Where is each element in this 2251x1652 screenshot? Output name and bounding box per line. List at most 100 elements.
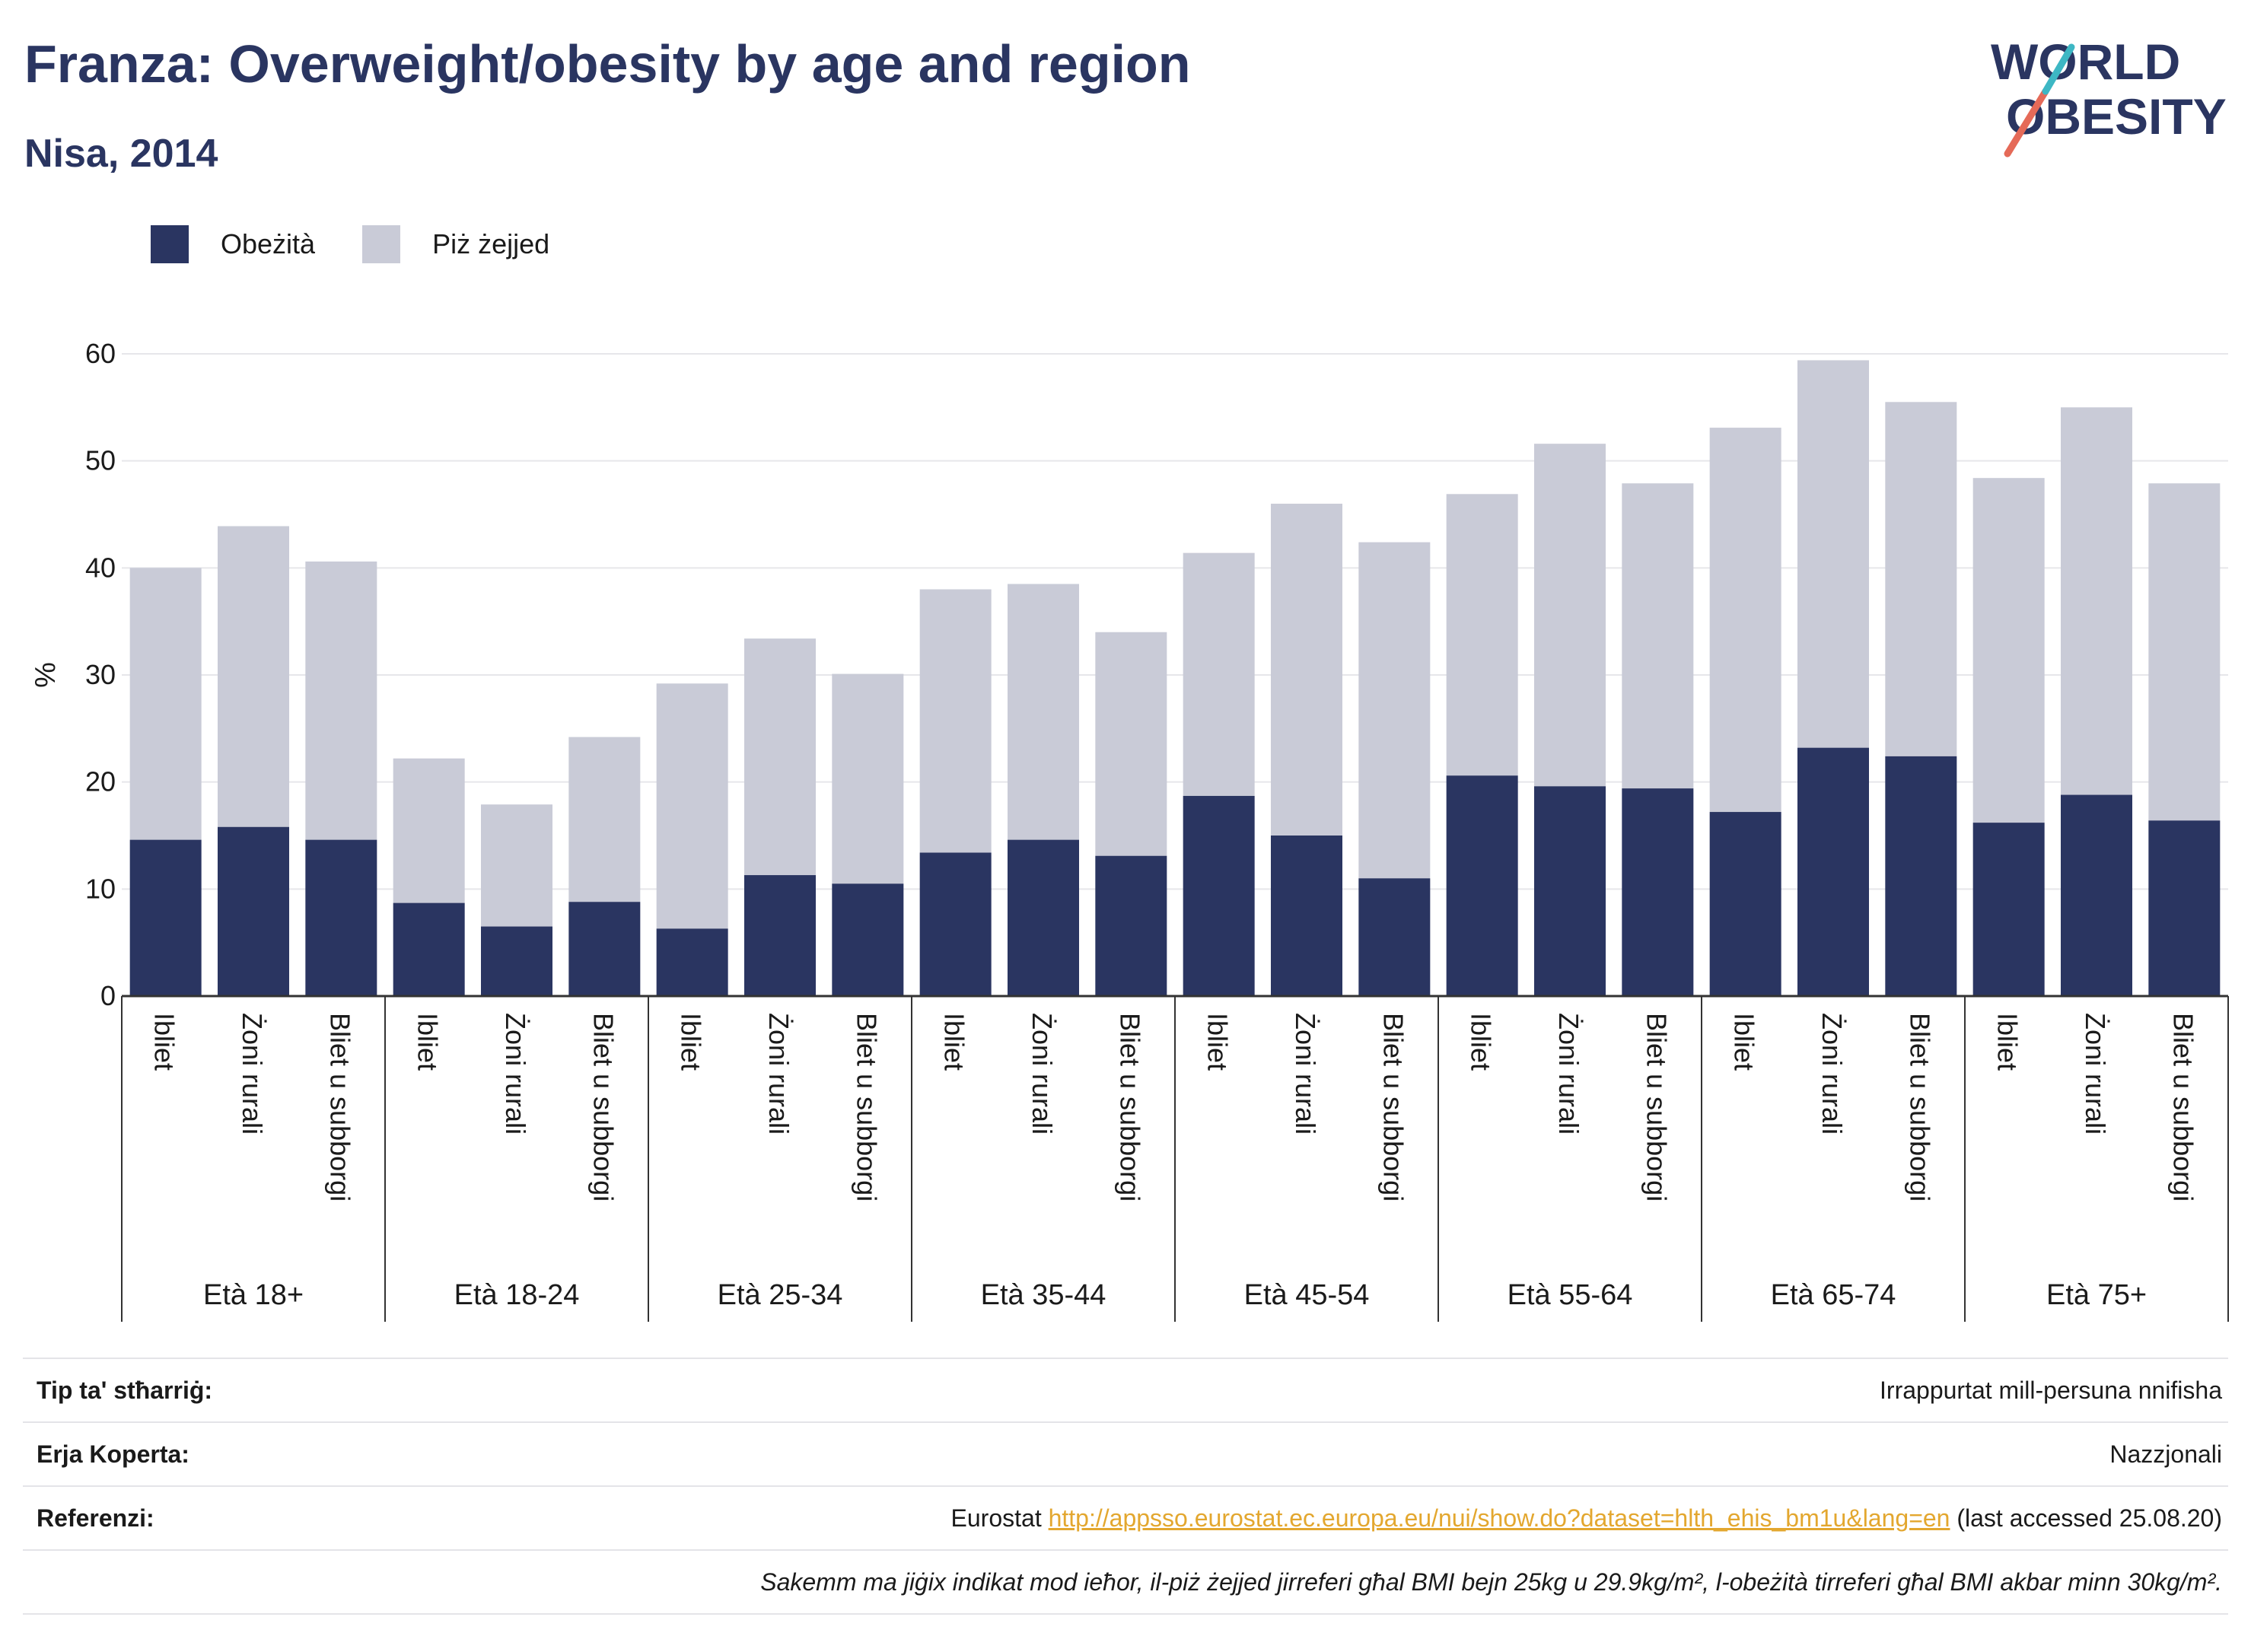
bar-overweight	[1534, 444, 1606, 787]
references-value: Eurostat http://appsso.eurostat.ec.europ…	[951, 1504, 2228, 1533]
bar-overweight	[744, 638, 816, 876]
survey-type-label: Tip ta' stħarriġ:	[37, 1376, 213, 1404]
y-tick-label: 60	[85, 338, 116, 369]
x-tick-label: Ibliet	[1202, 1013, 1234, 1071]
chart-subtitle: Nisa, 2014	[24, 132, 218, 176]
bar-obese	[218, 826, 289, 996]
bar-overweight	[2148, 483, 2221, 821]
bar-overweight	[1622, 483, 1694, 789]
x-tick-label: Ibliet	[676, 1013, 707, 1071]
y-tick-label: 10	[85, 873, 116, 904]
x-tick-label: Żoni rurali	[500, 1013, 531, 1135]
bar-obese	[832, 883, 904, 996]
bar-overweight	[218, 526, 289, 827]
group-label: Età 75+	[2046, 1279, 2147, 1311]
y-tick-label: 40	[85, 552, 116, 583]
bar-obese	[744, 875, 816, 996]
bar-overweight	[129, 568, 202, 840]
x-tick-label: Żoni rurali	[763, 1013, 794, 1135]
logo-slash-red	[2004, 88, 2049, 158]
bar-overweight	[1797, 360, 1869, 748]
x-tick-label: Bliet u subborgi	[1377, 1013, 1409, 1202]
x-tick-label: Żoni rurali	[1816, 1013, 1848, 1135]
footer-row-survey-type: Tip ta' stħarriġ: Irrappurtat mill-persu…	[23, 1358, 2228, 1421]
legend-swatch-overweight	[362, 225, 401, 263]
x-tick-label: Bliet u subborgi	[1904, 1013, 1935, 1202]
bar-obese	[393, 902, 465, 996]
bar-obese	[1622, 788, 1694, 996]
bar-overweight	[1709, 428, 1781, 813]
bar-obese	[919, 852, 992, 996]
bar-obese	[2061, 794, 2132, 996]
bar-obese	[1271, 836, 1342, 996]
x-tick-label: Żoni rurali	[2080, 1013, 2111, 1135]
reference-source: Eurostat	[950, 1504, 1042, 1532]
x-tick-label: Żoni rurali	[1290, 1013, 1321, 1135]
bar-obese	[1183, 795, 1255, 996]
bar-overweight	[568, 737, 641, 902]
bar-obese	[1972, 823, 2045, 996]
bar-overweight	[1972, 478, 2045, 823]
x-tick-label: Ibliet	[149, 1013, 180, 1071]
y-tick-label: 0	[100, 980, 116, 1011]
area-label: Erja Koperta:	[37, 1440, 189, 1468]
logo-slash-teal	[2042, 43, 2075, 95]
bar-obese	[1885, 756, 1957, 996]
bar-obese	[1095, 855, 1167, 996]
legend-label-obese: Obeżità	[221, 228, 316, 259]
bar-overweight	[1885, 402, 1957, 756]
bar-overweight	[1446, 494, 1518, 776]
bar-obese	[656, 928, 728, 996]
bar-overweight	[305, 561, 377, 840]
reference-link[interactable]: http://appsso.eurostat.ec.europa.eu/nui/…	[1048, 1504, 1950, 1532]
x-tick-label: Bliet u subborgi	[851, 1013, 882, 1202]
chart-legend: Obeżità Piż żejjed	[151, 225, 597, 263]
x-tick-label: Bliet u subborgi	[324, 1013, 355, 1202]
x-tick-label: Ibliet	[412, 1013, 444, 1071]
x-tick-label: Żoni rurali	[237, 1013, 268, 1135]
legend-label-overweight: Piż żejjed	[432, 228, 550, 259]
legend-item-obese[interactable]: Obeżità	[151, 225, 315, 263]
legend-swatch-obese	[151, 225, 189, 263]
x-tick-label: Żoni rurali	[1553, 1013, 1584, 1135]
world-obesity-logo: WORLD OBESITY	[1991, 33, 2227, 158]
x-tick-label: Żoni rurali	[1027, 1013, 1058, 1135]
bar-obese	[481, 926, 552, 996]
group-label: Età 25-34	[718, 1279, 843, 1311]
footer-row-references: Referenzi: Eurostat http://appsso.eurost…	[23, 1485, 2228, 1549]
group-label: Età 18+	[203, 1279, 304, 1311]
group-label: Età 55-64	[1508, 1279, 1633, 1311]
bar-obese	[1446, 775, 1518, 996]
reference-accessed: (last accessed 25.08.20)	[1956, 1504, 2222, 1532]
x-tick-label: Bliet u subborgi	[1114, 1013, 1145, 1202]
bar-overweight	[832, 673, 904, 884]
bar-obese	[1008, 839, 1079, 996]
x-tick-label: Ibliet	[1466, 1013, 1497, 1071]
y-axis-label: %	[30, 662, 62, 688]
bar-overweight	[1008, 584, 1079, 840]
bar-obese	[129, 839, 202, 996]
x-tick-label: Bliet u subborgi	[2167, 1013, 2198, 1202]
legend-item-overweight[interactable]: Piż żejjed	[362, 225, 549, 263]
bar-obese	[2148, 820, 2221, 996]
bar-overweight	[481, 804, 552, 927]
group-label: Età 35-44	[981, 1279, 1106, 1311]
bar-overweight	[393, 758, 465, 903]
bar-overweight	[1183, 552, 1255, 796]
bar-obese	[1358, 878, 1431, 996]
stacked-bar-chart: 0 10 20 30 40 50 60% Ibliet Żoni rurali Bliet u s…	[30, 338, 2229, 1322]
bar-overweight	[1095, 632, 1167, 856]
y-tick-label: 20	[85, 766, 116, 797]
bar-overweight	[1358, 542, 1431, 879]
bar-obese	[1797, 747, 1869, 996]
logo-line1: WORLD	[1991, 33, 2180, 90]
footer-row-note: Sakemm ma jiġix indikat mod ieħor, il-pi…	[23, 1549, 2228, 1615]
y-tick-label: 30	[85, 659, 116, 690]
footer-row-area: Erja Koperta: Nazzjonali	[23, 1421, 2228, 1485]
x-tick-label: Bliet u subborgi	[1641, 1013, 1672, 1202]
x-tick-label: Bliet u subborgi	[587, 1013, 619, 1202]
x-tick-label: Ibliet	[1729, 1013, 1760, 1071]
footer-table: Tip ta' stħarriġ: Irrappurtat mill-persu…	[23, 1358, 2228, 1615]
x-tick-label: Ibliet	[1992, 1013, 2023, 1071]
group-label: Età 45-54	[1244, 1279, 1370, 1311]
